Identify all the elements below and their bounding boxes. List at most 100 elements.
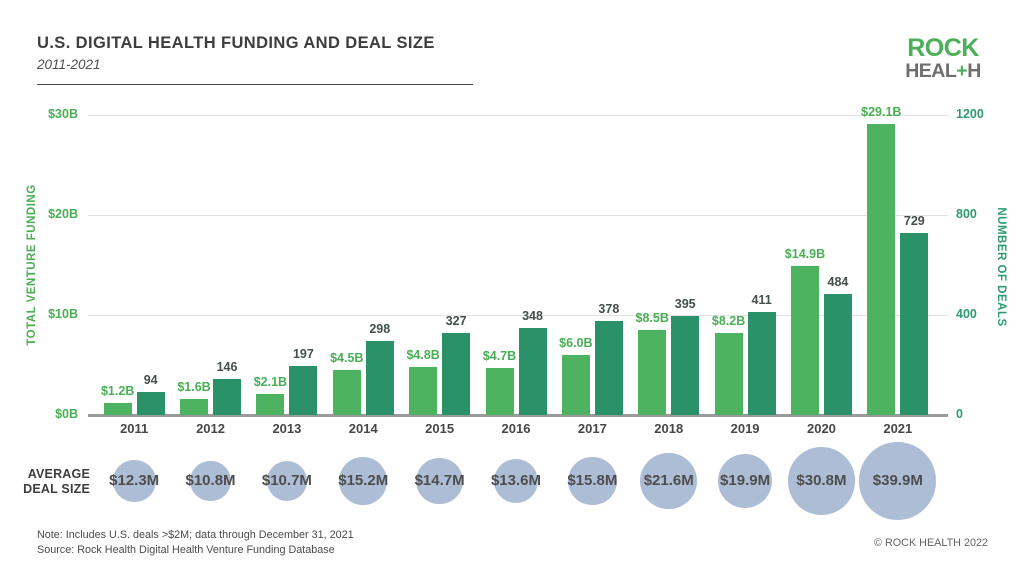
funding-value-label: $14.9B xyxy=(784,247,826,261)
deals-bar xyxy=(900,232,929,415)
avg-deal-size-bubble xyxy=(493,458,539,504)
year-label: 2020 xyxy=(806,421,836,436)
left-axis-title: TOTAL VENTURE FUNDING xyxy=(26,184,38,346)
funding-bar xyxy=(332,370,361,415)
avg-deal-size-bubble xyxy=(416,457,463,505)
year-label: 2012 xyxy=(196,421,225,436)
year-label: 2014 xyxy=(348,421,378,436)
logo-word-rock: ROCK xyxy=(907,34,979,62)
avg-deal-size-value: $12.3M xyxy=(109,472,160,489)
funding-value-label: $6.0B xyxy=(559,336,593,350)
funding-value-label: $1.6B xyxy=(177,380,211,394)
funding-bar xyxy=(409,367,438,415)
avg-deal-size-value: $13.6M xyxy=(490,472,542,489)
deals-bar xyxy=(442,333,471,415)
funding-value-label: $8.2B xyxy=(711,314,746,328)
avg-deal-size-value: $14.7M xyxy=(414,472,465,489)
deals-value-label: 729 xyxy=(903,213,925,228)
funding-value-label: $4.5B xyxy=(330,351,364,365)
avg-deal-size-value: $10.8M xyxy=(185,472,236,489)
logo-word-health: HEAL+H xyxy=(893,59,993,82)
deals-value-label: 484 xyxy=(827,275,849,289)
left-axis-tick-label: $20B xyxy=(48,207,78,221)
avg-deal-size-bubble xyxy=(190,460,231,502)
funding-bar xyxy=(103,403,132,415)
funding-bar xyxy=(638,330,667,415)
year-label: 2011 xyxy=(120,421,149,436)
funding-bar xyxy=(561,355,590,415)
funding-value-label: $8.5B xyxy=(635,311,669,325)
funding-bar xyxy=(485,368,514,415)
year-label: 2019 xyxy=(730,421,760,436)
rock-health-logo: ROCK HEAL+H xyxy=(893,34,993,82)
deals-value-label: 146 xyxy=(216,359,238,374)
deals-bar xyxy=(518,328,547,415)
funding-value-label: $1.2B xyxy=(100,384,135,398)
plus-icon: + xyxy=(956,59,968,82)
avg-deal-size-value: $15.8M xyxy=(567,472,618,489)
deals-bar xyxy=(365,340,394,415)
year-label: 2016 xyxy=(501,421,531,436)
average-deal-size-label-line2: DEAL SIZE xyxy=(23,482,90,496)
deals-bar xyxy=(823,294,852,415)
funding-value-label: $4.7B xyxy=(482,349,517,363)
footnote-note-line: Note: Includes U.S. deals >$2M; data thr… xyxy=(37,529,354,541)
footnote-source-line: Source: Rock Health Digital Health Ventu… xyxy=(37,543,335,556)
right-axis-tick-label: 0 xyxy=(956,407,963,421)
deals-value-label: 395 xyxy=(674,297,696,312)
deals-bar xyxy=(289,365,318,415)
x-axis-line xyxy=(88,414,948,417)
gridline xyxy=(88,115,948,116)
logo-h-text: H xyxy=(967,59,981,82)
deals-bar xyxy=(136,391,165,415)
avg-deal-size-bubble xyxy=(339,457,388,505)
right-axis-tick-label: 800 xyxy=(956,207,977,221)
avg-deal-size-bubble xyxy=(787,447,856,515)
avg-deal-size-bubble xyxy=(640,452,698,510)
avg-deal-size-value: $30.8M xyxy=(796,472,847,489)
avg-deal-size-value: $19.9M xyxy=(720,472,771,489)
page-subtitle: 2011-2021 xyxy=(37,57,101,72)
deals-bar xyxy=(671,316,700,415)
avg-deal-size-bubble xyxy=(717,453,773,509)
header-divider xyxy=(37,84,473,85)
funding-bar xyxy=(790,266,819,415)
year-label: 2017 xyxy=(577,421,607,436)
deals-bar xyxy=(213,378,242,415)
year-label: 2013 xyxy=(272,421,302,436)
page-title: U.S. DIGITAL HEALTH FUNDING AND DEAL SIZ… xyxy=(37,34,435,52)
left-axis-tick-label: $0B xyxy=(55,407,78,421)
avg-deal-size-value: $10.7M xyxy=(261,472,312,489)
deals-value-label: 298 xyxy=(369,321,391,336)
left-axis-tick-label: $10B xyxy=(48,307,78,321)
deals-value-label: 197 xyxy=(292,346,314,361)
right-axis-tick-label: 1200 xyxy=(956,107,984,121)
funding-bar xyxy=(714,333,743,415)
year-label: 2018 xyxy=(654,421,684,436)
avg-deal-size-bubble xyxy=(859,442,937,520)
average-deal-size-label: AVERAGE DEAL SIZE xyxy=(0,467,90,497)
footnote: Note: Includes U.S. deals >$2M; data thr… xyxy=(37,528,354,557)
avg-deal-size-bubble xyxy=(112,459,156,503)
avg-deal-size-value: $21.6M xyxy=(643,472,694,489)
gridline xyxy=(88,215,948,216)
left-axis-tick-label: $30B xyxy=(48,107,78,121)
right-axis-title: NUMBER OF DEALS xyxy=(995,207,1007,327)
right-axis-tick-label: 400 xyxy=(956,307,977,321)
deals-bar xyxy=(747,312,776,415)
funding-value-label: $4.8B xyxy=(406,348,440,362)
avg-deal-size-value: $15.2M xyxy=(338,472,389,489)
funding-bar xyxy=(256,394,285,415)
year-label: 2015 xyxy=(425,421,455,436)
avg-deal-size-value: $39.9M xyxy=(872,472,923,489)
year-label: 2021 xyxy=(883,421,913,436)
average-deal-size-label-line1: AVERAGE xyxy=(27,467,90,481)
deals-value-label: 411 xyxy=(751,293,772,308)
logo-heal-text: HEAL xyxy=(905,59,957,82)
deals-value-label: 348 xyxy=(522,309,543,323)
funding-value-label: $2.1B xyxy=(253,375,288,389)
avg-deal-size-bubble xyxy=(568,456,617,506)
copyright-text: © ROCK HEALTH 2022 xyxy=(874,537,988,549)
